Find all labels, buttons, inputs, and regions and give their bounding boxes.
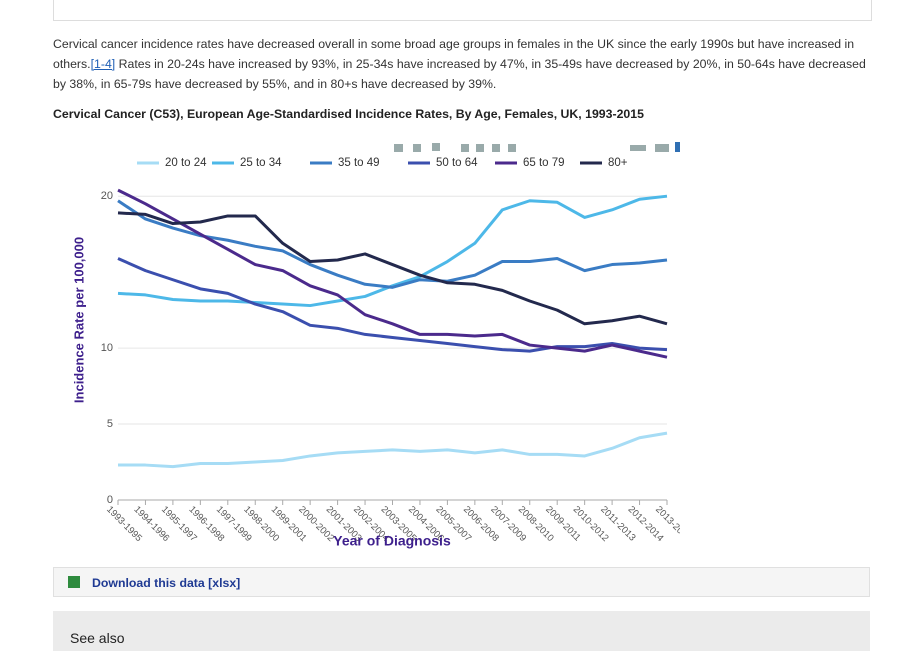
download-bar: Download this data [xlsx] bbox=[53, 567, 870, 597]
series-line bbox=[117, 188, 668, 359]
legend-label: 65 to 79 bbox=[523, 157, 565, 169]
y-tick-label: 20 bbox=[101, 190, 113, 202]
y-tick-label: 5 bbox=[107, 418, 113, 430]
toolbar-icon[interactable] bbox=[432, 143, 440, 151]
series-line bbox=[117, 257, 668, 353]
excel-icon bbox=[68, 576, 80, 588]
card bbox=[53, 0, 872, 21]
toolbar-icon[interactable] bbox=[655, 144, 669, 152]
y-axis-title: Incidence Rate per 100,000 bbox=[71, 237, 86, 403]
toolbar-icon[interactable] bbox=[413, 144, 421, 152]
x-axis-title: Year of Diagnosis bbox=[333, 533, 451, 549]
legend-label: 20 to 24 bbox=[165, 157, 207, 169]
toolbar-icon[interactable] bbox=[394, 144, 403, 152]
legend-label: 80+ bbox=[608, 157, 628, 169]
toolbar-icon[interactable] bbox=[508, 144, 516, 152]
intro-text: Cervical cancer incidence rates have dec… bbox=[53, 34, 875, 94]
toolbar-icon[interactable] bbox=[675, 142, 680, 152]
chart-title: Cervical Cancer (C53), European Age-Stan… bbox=[53, 107, 644, 121]
legend-label: 25 to 34 bbox=[240, 157, 282, 169]
toolbar-icon[interactable] bbox=[492, 144, 500, 152]
see-also-heading: See also bbox=[70, 630, 125, 646]
intro-part: Cervical cancer incidence rates have dec… bbox=[53, 37, 855, 71]
legend-label: 35 to 49 bbox=[338, 157, 380, 169]
toolbar-icon[interactable] bbox=[476, 144, 484, 152]
reference-link[interactable]: [1-4] bbox=[90, 57, 116, 71]
chart: Incidence Rate per 100,000 0510201993-19… bbox=[71, 142, 680, 549]
legend-label: 50 to 64 bbox=[436, 157, 478, 169]
intro-part: Rates in 20-24s have increased by 93%, i… bbox=[53, 57, 866, 91]
series-line bbox=[118, 431, 668, 469]
series-line bbox=[117, 199, 668, 289]
toolbar-icon[interactable] bbox=[461, 144, 469, 152]
see-also-box: See also bbox=[53, 611, 870, 651]
toolbar-icon[interactable] bbox=[630, 145, 646, 151]
series-line bbox=[117, 211, 668, 326]
y-tick-label: 0 bbox=[107, 494, 113, 506]
y-tick-label: 10 bbox=[101, 342, 113, 354]
toolbar bbox=[394, 142, 680, 152]
download-link[interactable]: Download this data [xlsx] bbox=[92, 576, 241, 590]
